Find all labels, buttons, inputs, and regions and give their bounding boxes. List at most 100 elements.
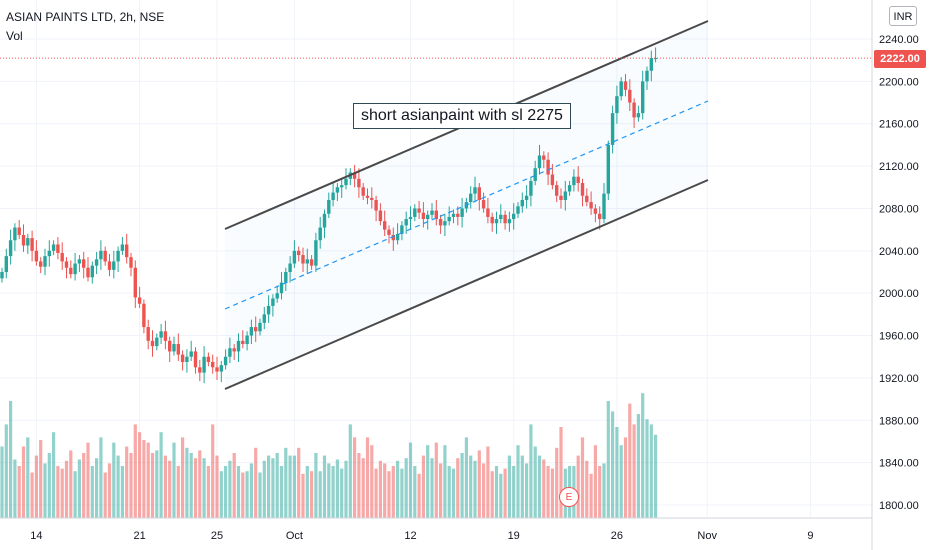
volume-bar: [439, 463, 443, 518]
volume-bar: [623, 437, 628, 518]
volume-bar: [378, 460, 382, 518]
candle: [404, 211, 408, 234]
candle: [47, 240, 51, 267]
y-tick-label: 1800.00: [879, 500, 919, 512]
candle: [443, 213, 447, 236]
volume-bar: [181, 437, 185, 518]
volume-bar: [391, 466, 395, 518]
candle: [168, 336, 172, 363]
volume-label[interactable]: Vol: [6, 29, 23, 43]
candle: [73, 252, 77, 281]
candle: [13, 223, 17, 251]
candle: [477, 183, 481, 211]
candle: [615, 85, 619, 124]
volume-bar: [82, 453, 86, 518]
legend: ASIAN PAINTS LTD, 2h, NSE Vol: [6, 8, 164, 46]
volume-bar: [542, 459, 546, 518]
volume-bar: [142, 440, 146, 518]
candle: [365, 188, 370, 205]
candle: [503, 210, 507, 230]
volume-bar: [370, 445, 374, 518]
candle: [546, 152, 550, 186]
candle: [426, 210, 430, 230]
volume-bar: [34, 455, 38, 518]
candle: [430, 203, 434, 220]
volume-bar: [21, 446, 26, 518]
candle: [598, 206, 602, 230]
candle: [301, 247, 305, 272]
volume-bar: [589, 473, 593, 518]
candle: [486, 197, 490, 224]
candle: [408, 206, 413, 230]
volume-bar: [404, 458, 408, 518]
candlesticks: [0, 47, 658, 384]
symbol-title[interactable]: ASIAN PAINTS LTD, 2h, NSE: [6, 10, 165, 24]
candle: [636, 105, 641, 122]
volume-bar: [219, 471, 223, 518]
candle: [94, 251, 99, 275]
candle: [417, 201, 421, 220]
candle: [223, 349, 228, 370]
candle: [507, 211, 512, 232]
volume-bar: [340, 468, 344, 518]
volume-bar: [146, 442, 150, 518]
candle: [357, 168, 361, 198]
volume-bar: [550, 468, 554, 518]
candle: [155, 333, 159, 351]
candle: [327, 192, 331, 218]
candle: [56, 237, 60, 260]
candle: [26, 233, 30, 254]
volume-bar: [176, 466, 180, 518]
volume-bar: [73, 471, 77, 518]
channel-drawing[interactable]: [224, 20, 709, 390]
y-tick-label: 1960.00: [879, 331, 919, 343]
volume-bar: [585, 460, 589, 518]
volume-bar: [241, 472, 245, 518]
candle: [567, 180, 572, 196]
candle: [619, 77, 623, 101]
candle: [60, 242, 64, 270]
volume-bar: [430, 458, 434, 518]
volume-bar: [507, 455, 511, 518]
candle: [632, 98, 636, 128]
candle: [481, 192, 486, 213]
volume-bar: [228, 460, 232, 518]
candle: [241, 330, 245, 349]
candle: [555, 180, 559, 203]
volume-bar: [245, 471, 249, 518]
candle: [318, 216, 322, 249]
x-axis-ticks: 14 21 25 Oct 12 19 26 Nov 9: [30, 530, 813, 542]
candle: [602, 183, 606, 224]
volume-bar: [413, 466, 417, 518]
candle: [331, 181, 335, 207]
candle: [288, 256, 292, 283]
candle: [550, 163, 555, 190]
candle: [193, 347, 198, 374]
volume-bar: [138, 432, 142, 518]
currency-button[interactable]: INR: [889, 6, 917, 26]
volume-bar: [103, 472, 107, 518]
candle: [275, 285, 279, 303]
volume-bar: [632, 424, 636, 518]
candle: [39, 257, 43, 274]
volume-bar: [611, 411, 615, 518]
y-tick-label: 2080.00: [879, 203, 919, 215]
volume-bar: [301, 473, 305, 518]
candle: [434, 199, 438, 226]
candle: [383, 210, 387, 236]
volume-bar: [344, 460, 348, 518]
candle: [628, 79, 632, 112]
candle: [107, 253, 112, 277]
candle: [99, 240, 103, 270]
candle: [473, 176, 477, 203]
candle: [292, 240, 297, 268]
candle: [266, 295, 271, 323]
earnings-marker[interactable]: E: [559, 487, 579, 507]
volume-bar: [512, 466, 516, 518]
volume-bar: [357, 453, 361, 518]
trade-annotation[interactable]: short asianpaint with sl 2275: [353, 103, 571, 129]
x-tick-label: 25: [211, 530, 223, 542]
volume-bar: [327, 463, 331, 518]
candle: [30, 230, 34, 262]
